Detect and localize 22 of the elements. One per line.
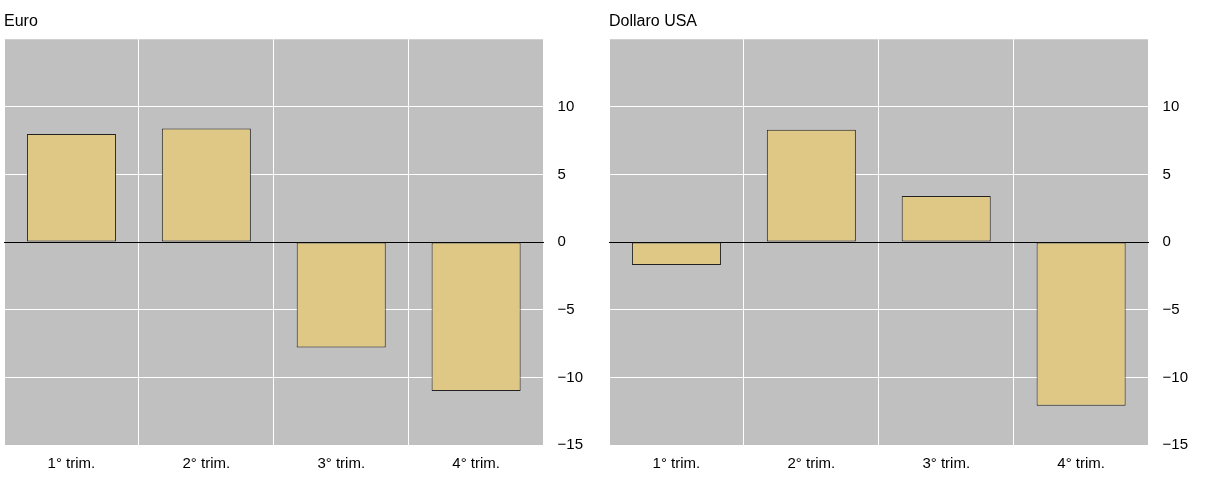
x-tick-label: 1° trim. [47,454,96,472]
y-tick-label: −10 [557,367,584,385]
chart-title: Dollaro USA [609,12,698,30]
y-tick-label: 0 [557,232,566,250]
x-tick-label: 2° trim. [182,454,231,472]
y-tick-label: 5 [1162,164,1171,182]
y-tick-label: 10 [1162,96,1180,114]
y-tick-label: −15 [1162,435,1189,453]
y-tick-label: −5 [1162,299,1180,317]
x-tick-label: 4° trim. [1057,454,1105,472]
y-tick-label: −5 [557,299,575,317]
x-tick-label: 1° trim. [652,454,701,472]
y-tick-label: −10 [1162,367,1189,385]
chart-title: Euro [4,12,38,30]
y-tick-label: 5 [557,164,566,182]
x-tick-label: 2° trim. [787,454,836,472]
x-tick-label: 3° trim. [922,454,971,472]
x-tick-label: 4° trim. [452,454,500,472]
y-tick-label: 0 [1162,232,1171,250]
y-tick-label: 10 [557,96,575,114]
x-tick-label: 3° trim. [317,454,366,472]
y-tick-label: −15 [557,435,584,453]
